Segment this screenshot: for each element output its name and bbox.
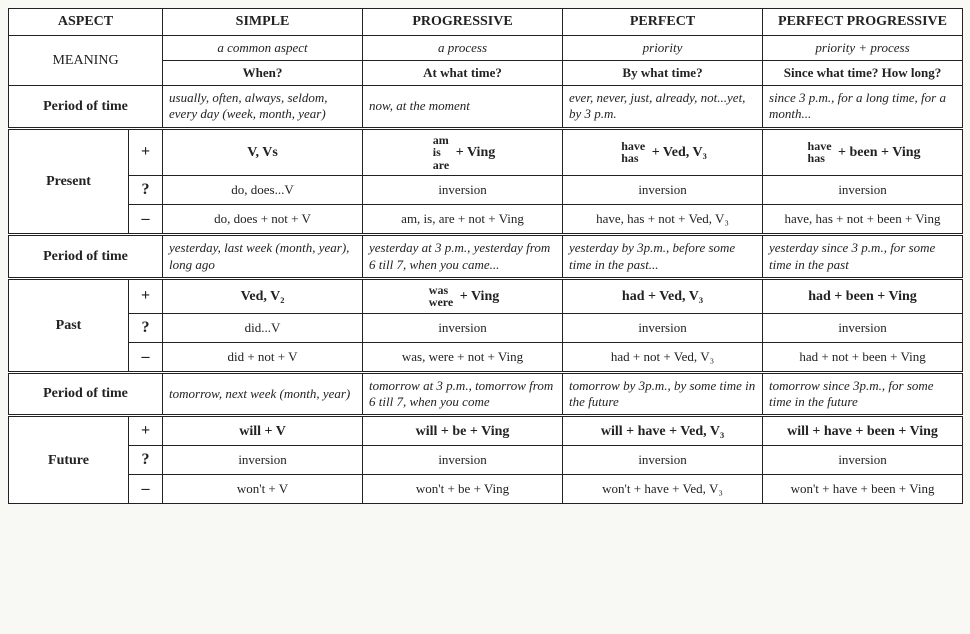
when-pp: Since what time? How long? <box>763 60 963 85</box>
future-q-row: ? inversion inversion inversion inversio… <box>9 446 963 475</box>
present-period-pp: since 3 p.m., for a long time, for a mon… <box>763 86 963 129</box>
future-period-row: Period of time tomorrow, next week (mont… <box>9 372 963 416</box>
future-period-simple: tomorrow, next week (month, year) <box>163 372 363 416</box>
present-minus-row: – do, does + not + V am, is, are + not +… <box>9 205 963 235</box>
past-minus-perfect: had + not + Ved, V₃ <box>563 342 763 372</box>
past-q-progressive: inversion <box>363 313 563 342</box>
header-perfect: PERFECT <box>563 9 763 36</box>
past-minus-simple: did + not + V <box>163 342 363 372</box>
present-plus-perfect: havehas + Ved, V₃ <box>563 128 763 176</box>
past-plus-pp: had + been + Ving <box>763 278 963 313</box>
present-plus-pp: havehas + been + Ving <box>763 128 963 176</box>
past-minus-row: – did + not + V was, were + not + Ving h… <box>9 342 963 372</box>
future-plus-pp: will + have + been + Ving <box>763 416 963 446</box>
present-minus-sign: – <box>129 205 163 235</box>
present-period-progressive: now, at the moment <box>363 86 563 129</box>
future-plus-sign: + <box>129 416 163 446</box>
meaning-simple: a common aspect <box>163 35 363 60</box>
future-q-sign: ? <box>129 446 163 475</box>
future-minus-simple: won't + V <box>163 475 363 504</box>
header-perfect-progressive: PERFECT PROGRESSIVE <box>763 9 963 36</box>
past-q-sign: ? <box>129 313 163 342</box>
present-minus-progressive: am, is, are + not + Ving <box>363 205 563 235</box>
past-plus-row: Past + Ved, V₂ waswere + Ving had + Ved,… <box>9 278 963 313</box>
when-progressive: At what time? <box>363 60 563 85</box>
present-label: Present <box>9 128 129 235</box>
present-minus-perfect: have, has + not + Ved, V₃ <box>563 205 763 235</box>
tense-table: ASPECT SIMPLE PROGRESSIVE PERFECT PERFEC… <box>8 8 963 504</box>
past-minus-pp: had + not + been + Ving <box>763 342 963 372</box>
present-q-sign: ? <box>129 176 163 205</box>
future-q-pp: inversion <box>763 446 963 475</box>
present-q-progressive: inversion <box>363 176 563 205</box>
meaning-progressive: a process <box>363 35 563 60</box>
future-q-perfect: inversion <box>563 446 763 475</box>
present-plus-progressive: amisare + Ving <box>363 128 563 176</box>
future-minus-pp: won't + have + been + Ving <box>763 475 963 504</box>
past-label: Past <box>9 278 129 372</box>
meaning-perfect: priority <box>563 35 763 60</box>
header-aspect: ASPECT <box>9 9 163 36</box>
future-period-perfect: tomorrow by 3p.m., by some time in the f… <box>563 372 763 416</box>
present-q-row: ? do, does...V inversion inversion inver… <box>9 176 963 205</box>
present-minus-simple: do, does + not + V <box>163 205 363 235</box>
past-q-pp: inversion <box>763 313 963 342</box>
future-minus-progressive: won't + be + Ving <box>363 475 563 504</box>
past-plus-simple: Ved, V₂ <box>163 278 363 313</box>
past-minus-progressive: was, were + not + Ving <box>363 342 563 372</box>
present-period-row: Period of time usually, often, always, s… <box>9 86 963 129</box>
past-q-row: ? did...V inversion inversion inversion <box>9 313 963 342</box>
future-label: Future <box>9 416 129 504</box>
past-period-perfect: yesterday by 3p.m., before some time in … <box>563 235 763 279</box>
past-q-simple: did...V <box>163 313 363 342</box>
future-period-label: Period of time <box>9 372 163 416</box>
future-q-simple: inversion <box>163 446 363 475</box>
present-q-perfect: inversion <box>563 176 763 205</box>
present-minus-pp: have, has + not + been + Ving <box>763 205 963 235</box>
past-period-label: Period of time <box>9 235 163 279</box>
header-row: ASPECT SIMPLE PROGRESSIVE PERFECT PERFEC… <box>9 9 963 36</box>
past-q-perfect: inversion <box>563 313 763 342</box>
past-period-simple: yesterday, last week (month, year), long… <box>163 235 363 279</box>
past-period-pp: yesterday since 3 p.m., for some time in… <box>763 235 963 279</box>
future-minus-perfect: won't + have + Ved, V₃ <box>563 475 763 504</box>
present-q-simple: do, does...V <box>163 176 363 205</box>
future-period-progressive: tomorrow at 3 p.m., tomorrow from 6 till… <box>363 372 563 416</box>
past-plus-perfect: had + Ved, V₃ <box>563 278 763 313</box>
future-minus-row: – won't + V won't + be + Ving won't + ha… <box>9 475 963 504</box>
future-minus-sign: – <box>129 475 163 504</box>
present-plus-simple: V, Vs <box>163 128 363 176</box>
future-q-progressive: inversion <box>363 446 563 475</box>
when-perfect: By what time? <box>563 60 763 85</box>
past-plus-progressive: waswere + Ving <box>363 278 563 313</box>
present-plus-row: Present + V, Vs amisare + Ving havehas +… <box>9 128 963 176</box>
present-period-label: Period of time <box>9 86 163 129</box>
past-minus-sign: – <box>129 342 163 372</box>
past-period-progressive: yesterday at 3 p.m., yesterday from 6 ti… <box>363 235 563 279</box>
future-plus-progressive: will + be + Ving <box>363 416 563 446</box>
present-period-perfect: ever, never, just, already, not...yet, b… <box>563 86 763 129</box>
when-simple: When? <box>163 60 363 85</box>
header-simple: SIMPLE <box>163 9 363 36</box>
present-q-pp: inversion <box>763 176 963 205</box>
past-plus-sign: + <box>129 278 163 313</box>
present-plus-sign: + <box>129 128 163 176</box>
meaning-label: MEANING <box>9 35 163 86</box>
meaning-row-1: MEANING a common aspect a process priori… <box>9 35 963 60</box>
header-progressive: PROGRESSIVE <box>363 9 563 36</box>
future-period-pp: tomorrow since 3p.m., for some time in t… <box>763 372 963 416</box>
meaning-pp: priority + process <box>763 35 963 60</box>
present-period-simple: usually, often, always, seldom, every da… <box>163 86 363 129</box>
past-period-row: Period of time yesterday, last week (mon… <box>9 235 963 279</box>
future-plus-row: Future + will + V will + be + Ving will … <box>9 416 963 446</box>
future-plus-perfect: will + have + Ved, V₃ <box>563 416 763 446</box>
future-plus-simple: will + V <box>163 416 363 446</box>
